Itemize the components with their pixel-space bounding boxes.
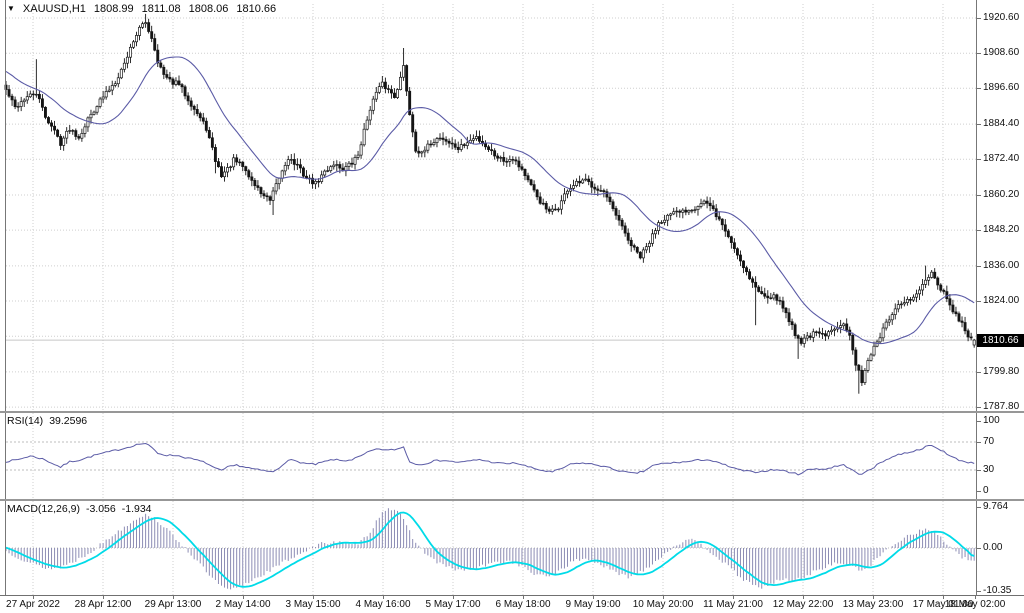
axis-tick xyxy=(977,491,981,492)
ohlc-low-value: 1808.06 xyxy=(188,3,229,15)
time-axis-tick xyxy=(33,596,34,599)
macd-signal-line xyxy=(5,511,975,588)
axis-tick xyxy=(977,301,981,302)
time-axis[interactable]: 27 Apr 2022 28 Apr 12:00 29 Apr 13:00 2 May… xyxy=(0,595,1024,613)
axis-tick xyxy=(977,470,981,471)
axis-tick xyxy=(977,442,981,443)
time-axis-label: 27 Apr 2022 xyxy=(6,599,60,610)
axis-tick xyxy=(977,18,981,19)
axis-tick-label: 0.00 xyxy=(983,542,1003,553)
macd-indicator-label: MACD(12,26,9) -3.056 -1.934 xyxy=(7,503,152,515)
time-axis-tick xyxy=(943,596,944,599)
axis-tick-label: 1799.80 xyxy=(983,366,1020,377)
rsi-indicator-label: RSI(14) 39.2596 xyxy=(7,415,87,427)
rsi-chart[interactable] xyxy=(0,413,977,499)
axis-tick xyxy=(977,88,981,89)
time-axis-tick xyxy=(243,596,244,599)
time-axis-label: 9 May 19:00 xyxy=(565,599,621,610)
time-axis-tick xyxy=(803,596,804,599)
axis-tick xyxy=(977,266,981,267)
axis-tick-label: 1836.00 xyxy=(983,260,1020,271)
rsi-line xyxy=(5,442,975,476)
axis-tick-label: -10.35 xyxy=(983,585,1012,596)
time-axis-tick xyxy=(975,596,976,599)
time-axis-label: 5 May 17:00 xyxy=(425,599,481,610)
axis-tick xyxy=(977,195,981,196)
axis-tick xyxy=(977,407,981,408)
axis-tick-label: 1884.40 xyxy=(983,118,1020,129)
rsi-value: 39.2596 xyxy=(49,415,88,427)
macd-signal-value: -1.934 xyxy=(121,503,152,515)
time-axis-label: 13 May 23:00 xyxy=(842,599,904,610)
macd-chart[interactable] xyxy=(0,501,977,595)
axis-tick-label: 1908.60 xyxy=(983,47,1020,58)
time-axis-label: 10 May 20:00 xyxy=(632,599,694,610)
time-axis-label: 29 Apr 13:00 xyxy=(144,599,202,610)
time-axis-label: 4 May 16:00 xyxy=(355,599,411,610)
time-axis-tick xyxy=(593,596,594,599)
ohlc-open-value: 1808.99 xyxy=(93,3,134,15)
time-axis-label: 2 May 14:00 xyxy=(215,599,271,610)
time-axis-label: 3 May 15:00 xyxy=(285,599,341,610)
symbol-timeframe-label: XAUUSD,H1 xyxy=(22,3,86,15)
axis-tick-label: 9.764 xyxy=(983,501,1009,512)
rsi-axis[interactable]: 100 70 30 0 xyxy=(977,413,1024,499)
rsi-panel: RSI(14) 39.2596 100 70 30 0 xyxy=(0,413,1024,499)
axis-tick xyxy=(977,53,981,54)
ohlc-close-value: 1810.66 xyxy=(236,3,277,15)
time-axis-tick xyxy=(663,596,664,599)
time-axis-tick xyxy=(383,596,384,599)
axis-tick xyxy=(977,372,981,373)
axis-tick-label: 1787.80 xyxy=(983,401,1020,412)
macd-name: MACD(12,26,9) xyxy=(7,503,80,515)
axis-tick xyxy=(977,421,981,422)
macd-main-value: -3.056 xyxy=(85,503,116,515)
axis-tick xyxy=(977,591,981,592)
axis-tick-label: 1848.20 xyxy=(983,224,1020,235)
axis-tick xyxy=(977,124,981,125)
time-axis-label: 11 May 21:00 xyxy=(703,599,763,610)
time-axis-label: 28 Apr 12:00 xyxy=(74,599,132,610)
time-axis-tick xyxy=(733,596,734,599)
chart-ohlc-header: ▼ XAUUSD,H1 1808.99 1811.08 1808.06 1810… xyxy=(7,3,276,15)
axis-tick-label: 0 xyxy=(983,485,989,496)
time-axis-tick xyxy=(523,596,524,599)
time-axis-tick xyxy=(103,596,104,599)
axis-tick-label: 1824.00 xyxy=(983,295,1020,306)
axis-tick-label: 70 xyxy=(983,436,995,447)
axis-tick xyxy=(977,230,981,231)
time-axis-label: 18 May 02:00 xyxy=(944,599,1006,610)
time-axis-label: 17 May 01:00 xyxy=(912,599,974,610)
axis-tick-label: 1872.40 xyxy=(983,153,1020,164)
candles xyxy=(4,13,976,394)
panel-separator[interactable] xyxy=(0,411,1024,413)
axis-tick-label: 1896.60 xyxy=(983,82,1020,93)
symbol-dropdown-icon[interactable]: ▼ xyxy=(7,4,15,13)
main-price-panel: ▼ XAUUSD,H1 1808.99 1811.08 1808.06 1810… xyxy=(0,0,1024,412)
axis-tick-label: 30 xyxy=(983,464,995,475)
macd-histogram xyxy=(5,508,975,590)
time-axis-tick xyxy=(873,596,874,599)
time-axis-tick xyxy=(453,596,454,599)
macd-panel: MACD(12,26,9) -3.056 -1.934 9.764 0.00 -10… xyxy=(0,501,1024,596)
axis-tick xyxy=(977,159,981,160)
time-axis-tick xyxy=(173,596,174,599)
axis-tick-label: 1860.20 xyxy=(983,189,1020,200)
time-axis-label: 12 May 22:00 xyxy=(772,599,834,610)
time-axis-label: 6 May 18:00 xyxy=(495,599,551,610)
axis-tick-label: 100 xyxy=(983,415,1000,426)
rsi-name: RSI(14) xyxy=(7,415,44,427)
axis-tick xyxy=(977,507,981,508)
current-price-tag: 1810.66 xyxy=(977,334,1024,347)
time-axis-tick xyxy=(313,596,314,599)
price-axis[interactable]: 1920.60 1908.60 1896.60 1884.40 1872.40 1860.… xyxy=(977,0,1024,412)
moving-average-line xyxy=(5,56,975,345)
axis-tick xyxy=(977,548,981,549)
panel-separator[interactable] xyxy=(0,499,1024,501)
macd-axis[interactable]: 9.764 0.00 -10.35 xyxy=(977,501,1024,596)
main-price-chart[interactable] xyxy=(0,0,977,411)
ohlc-high-value: 1811.08 xyxy=(141,3,181,15)
axis-tick-label: 1920.60 xyxy=(983,12,1020,23)
